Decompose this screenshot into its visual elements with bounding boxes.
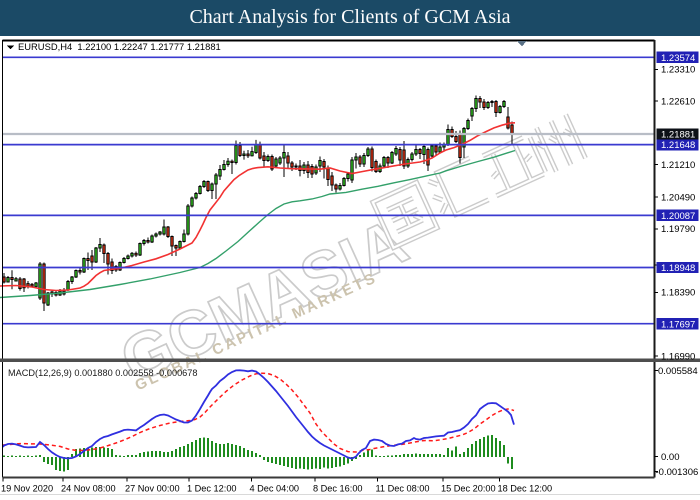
svg-text:0.005584: 0.005584	[658, 366, 698, 377]
svg-text:1.23310: 1.23310	[661, 65, 695, 76]
svg-text:24 Nov 08:00: 24 Nov 08:00	[61, 484, 116, 494]
svg-text:1.20490: 1.20490	[661, 193, 695, 204]
svg-text:15 Dec 20:00: 15 Dec 20:00	[441, 484, 496, 494]
svg-text:0.00: 0.00	[661, 452, 680, 463]
svg-text:1.19790: 1.19790	[661, 224, 695, 235]
svg-text:1.23574: 1.23574	[661, 53, 695, 64]
svg-text:EURUSD,H4 1.22100 1.22247 1.2: EURUSD,H4 1.22100 1.22247 1.21777 1.2188…	[18, 41, 221, 52]
svg-text:18 Dec 12:00: 18 Dec 12:00	[498, 484, 553, 494]
svg-text:27 Nov 00:00: 27 Nov 00:00	[125, 484, 180, 494]
svg-text:MACD(12,26,9) 0.001880 0.00255: MACD(12,26,9) 0.001880 0.002558 -0.00067…	[8, 368, 198, 378]
svg-text:8 Dec 16:00: 8 Dec 16:00	[313, 484, 363, 494]
svg-text:1.21648: 1.21648	[661, 140, 695, 151]
svg-text:1.21881: 1.21881	[661, 130, 695, 141]
svg-text:1.17697: 1.17697	[661, 319, 695, 330]
svg-text:1.16990: 1.16990	[661, 351, 695, 362]
svg-text:1.18948: 1.18948	[661, 263, 695, 274]
svg-text:1.21210: 1.21210	[661, 160, 695, 171]
svg-text:-0.001306: -0.001306	[656, 467, 699, 478]
svg-text:19 Nov 2020: 19 Nov 2020	[1, 484, 53, 494]
svg-text:1.22610: 1.22610	[661, 96, 695, 107]
svg-text:1.20087: 1.20087	[661, 211, 695, 222]
svg-text:4 Dec 04:00: 4 Dec 04:00	[250, 484, 300, 494]
svg-text:11 Dec 08:00: 11 Dec 08:00	[376, 484, 430, 494]
svg-text:1 Dec 12:00: 1 Dec 12:00	[187, 484, 237, 494]
svg-text:1.18390: 1.18390	[661, 288, 695, 299]
